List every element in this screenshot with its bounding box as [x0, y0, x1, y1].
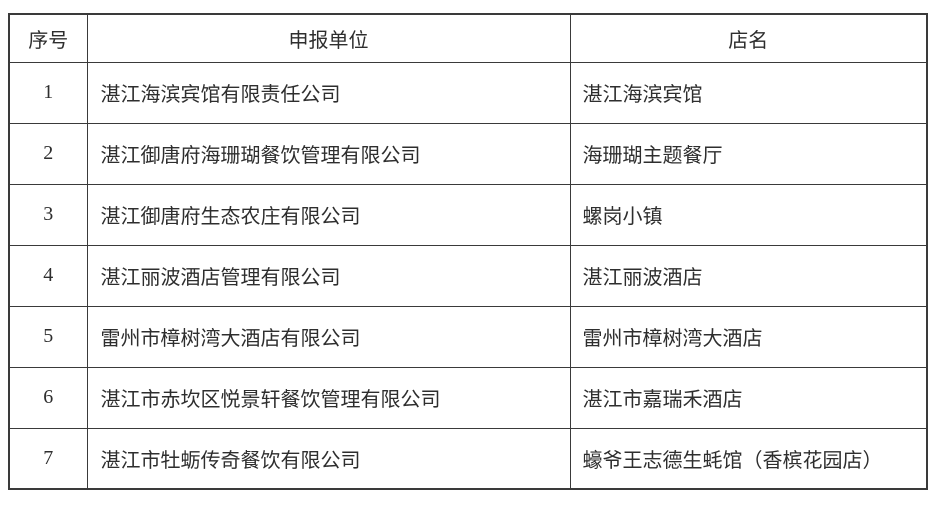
table-row: 2 湛江御唐府海珊瑚餐饮管理有限公司 海珊瑚主题餐厅 [8, 122, 928, 185]
cell-serial-number: 7 [8, 427, 88, 490]
cell-shop-name: 湛江丽波酒店 [569, 244, 928, 307]
cell-declaring-unit: 湛江丽波酒店管理有限公司 [86, 244, 571, 307]
cell-shop-name: 湛江市嘉瑞禾酒店 [569, 366, 928, 429]
table-row: 4 湛江丽波酒店管理有限公司 湛江丽波酒店 [8, 244, 928, 307]
column-header-declaring-unit: 申报单位 [86, 13, 571, 63]
declaration-table: 序号 申报单位 店名 1 湛江海滨宾馆有限责任公司 湛江海滨宾馆 2 湛江御唐府… [8, 13, 928, 490]
table-row: 7 湛江市牡蛎传奇餐饮有限公司 蠔爷王志德生蚝馆（香槟花园店） [8, 427, 928, 490]
cell-serial-number: 3 [8, 183, 88, 246]
cell-serial-number: 5 [8, 305, 88, 368]
cell-declaring-unit: 湛江御唐府生态农庄有限公司 [86, 183, 571, 246]
cell-shop-name: 海珊瑚主题餐厅 [569, 122, 928, 185]
column-header-serial-number: 序号 [8, 13, 88, 63]
cell-declaring-unit: 雷州市樟树湾大酒店有限公司 [86, 305, 571, 368]
cell-shop-name: 螺岗小镇 [569, 183, 928, 246]
cell-declaring-unit: 湛江市赤坎区悦景轩餐饮管理有限公司 [86, 366, 571, 429]
table-row: 1 湛江海滨宾馆有限责任公司 湛江海滨宾馆 [8, 61, 928, 124]
cell-serial-number: 6 [8, 366, 88, 429]
cell-shop-name: 湛江海滨宾馆 [569, 61, 928, 124]
cell-declaring-unit: 湛江海滨宾馆有限责任公司 [86, 61, 571, 124]
table-row: 6 湛江市赤坎区悦景轩餐饮管理有限公司 湛江市嘉瑞禾酒店 [8, 366, 928, 429]
column-header-shop-name: 店名 [569, 13, 928, 63]
cell-declaring-unit: 湛江御唐府海珊瑚餐饮管理有限公司 [86, 122, 571, 185]
cell-shop-name: 雷州市樟树湾大酒店 [569, 305, 928, 368]
cell-serial-number: 4 [8, 244, 88, 307]
table-row: 3 湛江御唐府生态农庄有限公司 螺岗小镇 [8, 183, 928, 246]
cell-serial-number: 2 [8, 122, 88, 185]
table-row: 5 雷州市樟树湾大酒店有限公司 雷州市樟树湾大酒店 [8, 305, 928, 368]
table-header-row: 序号 申报单位 店名 [8, 13, 928, 63]
cell-shop-name: 蠔爷王志德生蚝馆（香槟花园店） [569, 427, 928, 490]
cell-declaring-unit: 湛江市牡蛎传奇餐饮有限公司 [86, 427, 571, 490]
cell-serial-number: 1 [8, 61, 88, 124]
